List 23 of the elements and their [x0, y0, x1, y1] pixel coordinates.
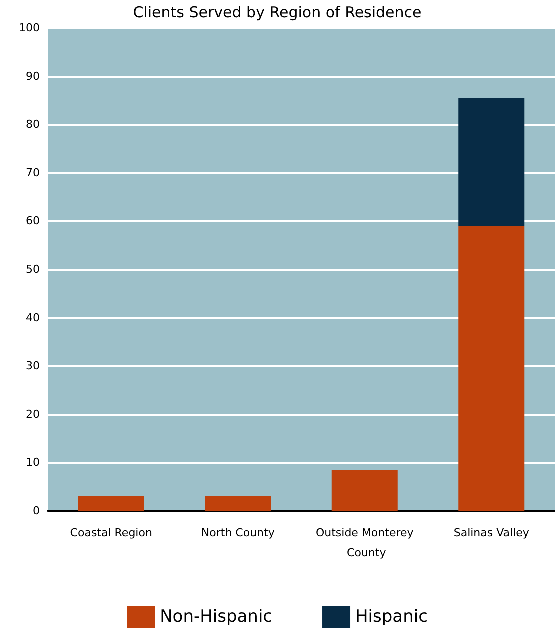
chart-title: Clients Served by Region of Residence [133, 4, 422, 22]
y-tick-label: 10 [26, 456, 40, 470]
y-tick-label: 50 [26, 263, 40, 276]
bar [332, 470, 398, 511]
bar [205, 496, 272, 511]
y-tick-label: 40 [26, 311, 40, 324]
y-tick-label: 20 [26, 408, 40, 421]
y-tick-label: 30 [26, 360, 40, 373]
bar [78, 496, 144, 511]
y-tick-label: 100 [19, 22, 40, 34]
y-tick-label: 90 [26, 70, 40, 83]
bar [458, 98, 525, 226]
bar [458, 226, 525, 511]
x-tick-label: Outside Monterey County [316, 526, 414, 560]
y-tick-label: 80 [26, 118, 40, 132]
legend-label: Hispanic [356, 607, 428, 627]
y-tick-label: 0 [33, 504, 40, 518]
y-tick-label: 60 [26, 214, 40, 228]
x-tick-label: Salinas Valley [454, 526, 530, 540]
legend-label: Non-Hispanic [160, 607, 273, 627]
x-tick-label: Coastal Region [70, 526, 152, 540]
y-tick-label: 70 [26, 166, 40, 180]
x-tick-label: North County [201, 526, 276, 540]
